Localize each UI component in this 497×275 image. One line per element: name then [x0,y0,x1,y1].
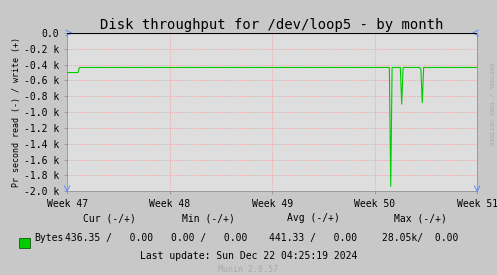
Text: 28.05k/  0.00: 28.05k/ 0.00 [382,233,458,243]
Text: Cur (-/+): Cur (-/+) [83,213,136,223]
Y-axis label: Pr second read (-) / write (+): Pr second read (-) / write (+) [12,37,21,187]
Text: Munin 2.0.57: Munin 2.0.57 [219,265,278,274]
Title: Disk throughput for /dev/loop5 - by month: Disk throughput for /dev/loop5 - by mont… [100,18,444,32]
Text: Max (-/+): Max (-/+) [394,213,446,223]
Text: Bytes: Bytes [34,233,63,243]
Text: Min (-/+): Min (-/+) [182,213,235,223]
Text: Avg (-/+): Avg (-/+) [287,213,339,223]
Text: 441.33 /   0.00: 441.33 / 0.00 [269,233,357,243]
Text: Last update: Sun Dec 22 04:25:19 2024: Last update: Sun Dec 22 04:25:19 2024 [140,251,357,261]
Text: RRDTOOL / TOBI OETIKER: RRDTOOL / TOBI OETIKER [489,63,494,146]
Text: 436.35 /   0.00: 436.35 / 0.00 [65,233,154,243]
Text: 0.00 /   0.00: 0.00 / 0.00 [170,233,247,243]
